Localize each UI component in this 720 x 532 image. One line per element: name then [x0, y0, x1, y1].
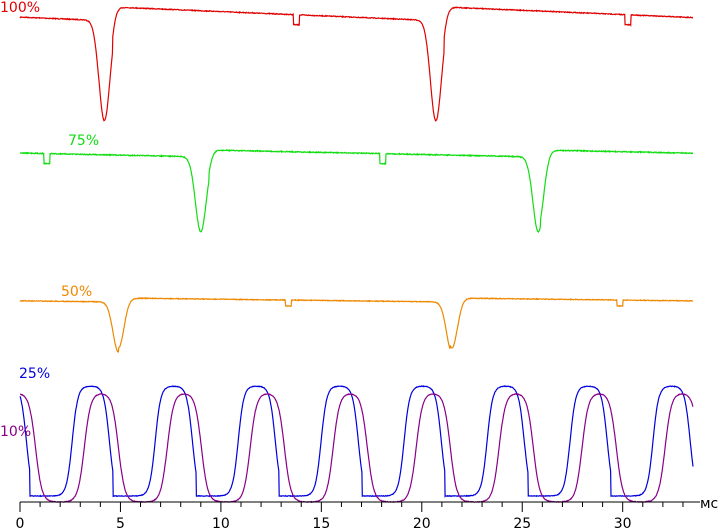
- x-axis: 0 5 10 15 20 25 30 мс: [16, 496, 719, 532]
- traces: [19, 6, 694, 504]
- x-axis-unit-label: мс: [700, 496, 718, 512]
- x-tick-label: 10: [212, 516, 230, 532]
- x-tick-label: 25: [513, 516, 531, 532]
- x-tick-label: 15: [312, 516, 330, 532]
- x-axis-ticks: 0 5 10 15 20 25 30: [16, 502, 684, 532]
- series-label: 50%: [61, 284, 92, 300]
- x-tick-label: 0: [16, 516, 25, 532]
- series-line-0: [19, 6, 694, 122]
- series-label: 10%: [0, 424, 31, 440]
- series-label: 75%: [68, 133, 99, 149]
- x-tick-label: 20: [413, 516, 431, 532]
- series-line-4: [20, 392, 694, 504]
- series-label: 100%: [0, 0, 40, 16]
- x-tick-label: 5: [116, 516, 125, 532]
- series-line-3: [19, 385, 694, 498]
- series-labels: 100% 75% 50% 25% 10%: [0, 0, 99, 440]
- series-line-1: [19, 148, 693, 234]
- series-line-2: [19, 296, 694, 353]
- series-label: 25%: [19, 366, 50, 382]
- x-tick-label: 30: [614, 516, 632, 532]
